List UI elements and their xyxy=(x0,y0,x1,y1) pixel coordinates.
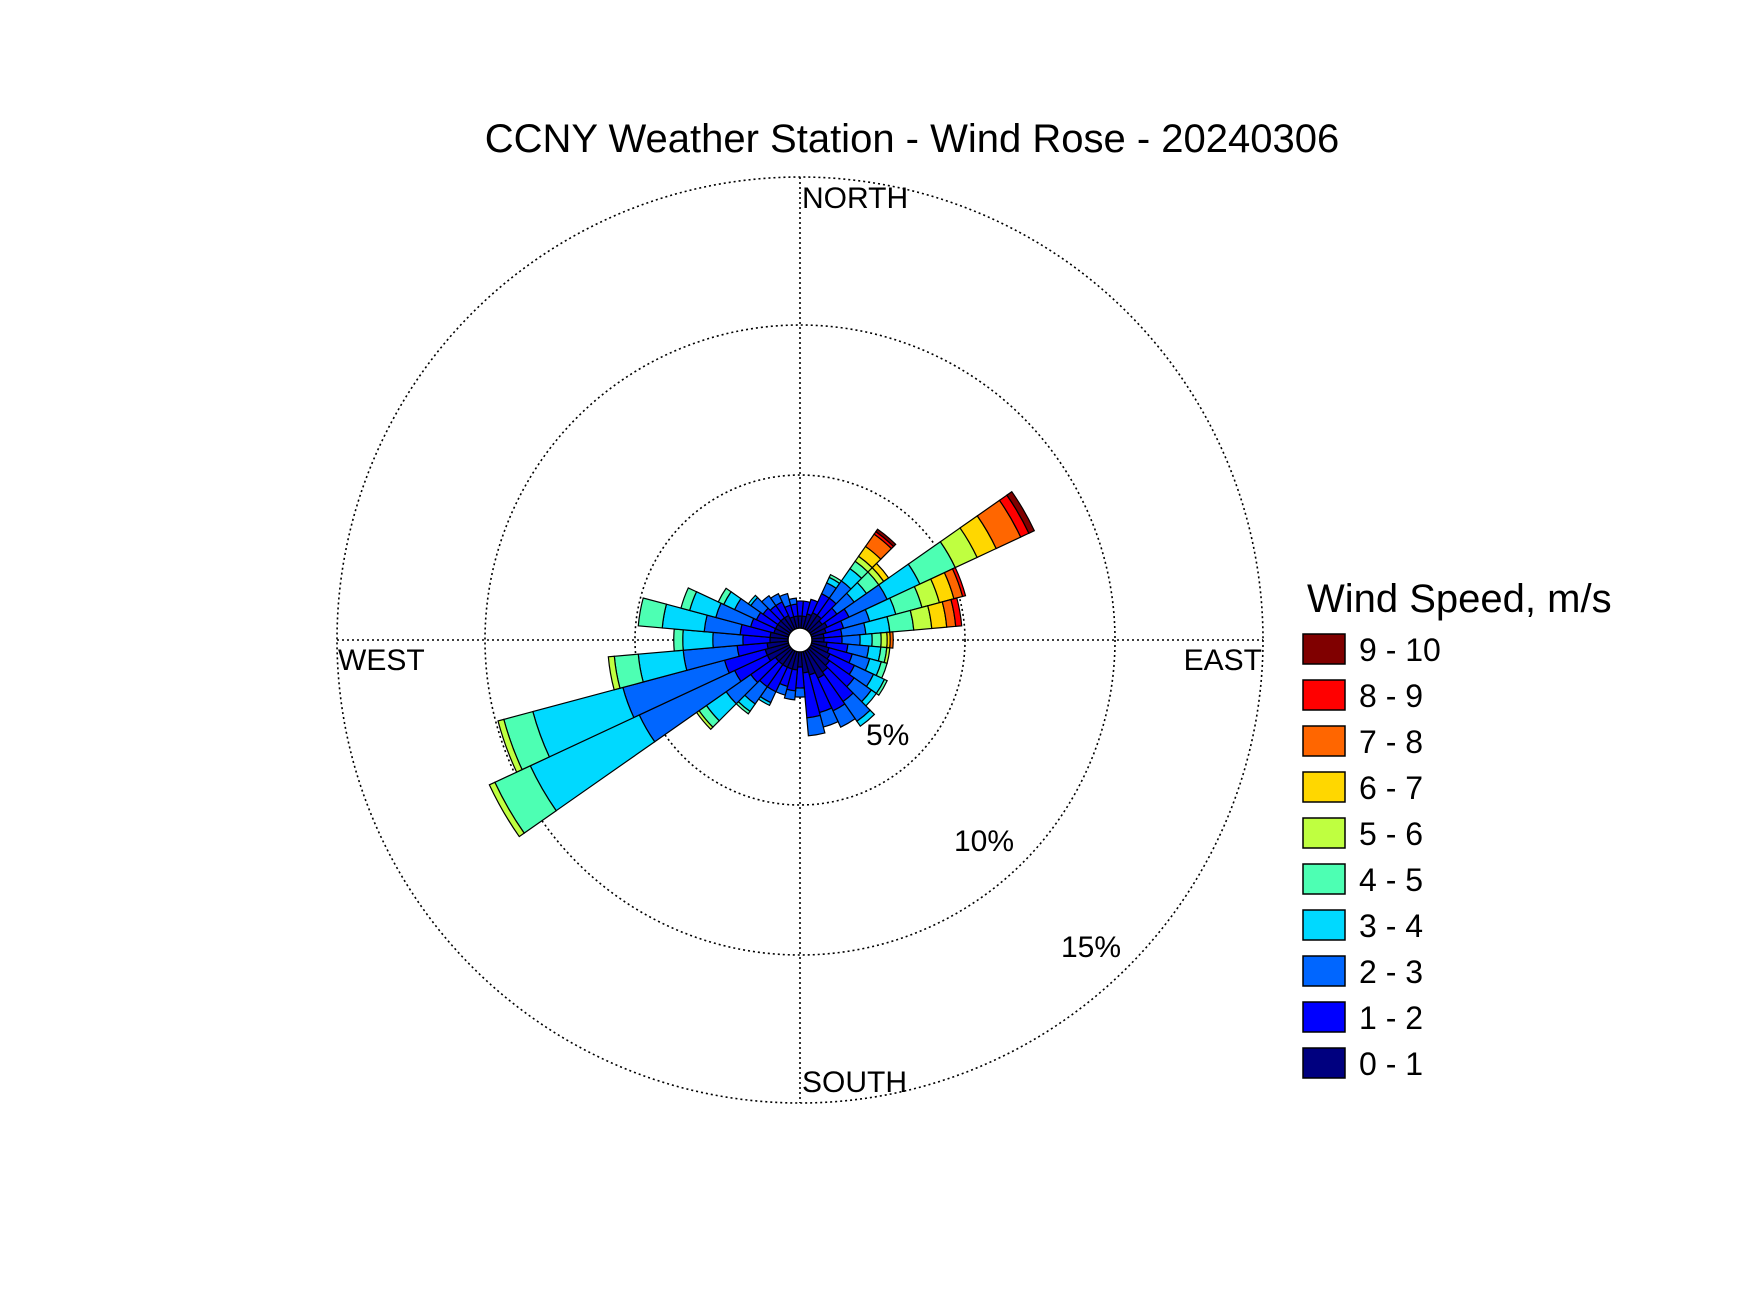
legend: Wind Speed, m/s 9 - 10 8 - 9 7 - 8 6 - 7 5 -… xyxy=(1302,577,1612,1082)
sector-120-segment-4-5 xyxy=(875,678,888,697)
sector-40-segment-9-10 xyxy=(875,528,897,548)
ring-10 xyxy=(484,324,1116,956)
legend-label-5-6: 5 - 6 xyxy=(1359,816,1423,852)
sector-90-segment-5-6 xyxy=(880,631,888,649)
sector-340-segment-2-3 xyxy=(778,592,792,609)
legend-swatch-2-3 xyxy=(1302,955,1346,987)
ring-label-10: 10% xyxy=(954,825,1014,858)
legend-label-3-4: 3 - 4 xyxy=(1359,908,1423,944)
legend-swatch-7-8 xyxy=(1302,725,1346,757)
label-west: WEST xyxy=(338,644,425,677)
legend-swatch-9-10 xyxy=(1302,633,1346,665)
center-hole xyxy=(787,627,813,653)
sector-310-segment-3-4 xyxy=(747,594,759,607)
legend-title: Wind Speed, m/s xyxy=(1307,577,1612,621)
ring-label-15: 15% xyxy=(1061,931,1121,964)
legend-swatch-3-4 xyxy=(1302,909,1346,941)
label-south: SOUTH xyxy=(802,1066,907,1099)
legend-label-2-3: 2 - 3 xyxy=(1359,954,1423,990)
legend-swatch-0-1 xyxy=(1302,1047,1346,1079)
legend-label-9-10: 9 - 10 xyxy=(1359,632,1441,668)
sector-60-segment-9-10 xyxy=(1006,490,1036,535)
legend-label-7-8: 7 - 8 xyxy=(1359,724,1423,760)
ring-label-5: 5% xyxy=(866,719,909,752)
legend-swatch-6-7 xyxy=(1302,771,1346,803)
sector-90-segment-3-4 xyxy=(859,633,873,647)
sector-90-segment-4-5 xyxy=(871,632,882,648)
legend-label-6-7: 6 - 7 xyxy=(1359,770,1423,806)
legend-label-1-2: 1 - 2 xyxy=(1359,1000,1423,1036)
sector-300-segment-4-5 xyxy=(717,587,732,606)
sector-140-segment-3-4 xyxy=(856,709,876,728)
legend-swatch-5-6 xyxy=(1302,817,1346,849)
legend-swatch-8-9 xyxy=(1302,679,1346,711)
sector-240-segment-5-6 xyxy=(488,781,526,838)
sector-260-segment-5-6 xyxy=(607,655,621,691)
sector-250-segment-5-6 xyxy=(497,718,523,773)
sector-190-segment-2-3 xyxy=(783,688,797,701)
legend-label-0-1: 0 - 1 xyxy=(1359,1046,1423,1082)
sector-80-segment-8-9 xyxy=(950,597,963,628)
sector-290-segment-4-5 xyxy=(680,587,698,612)
sector-180-segment-2-3 xyxy=(794,687,806,698)
sector-bars xyxy=(488,490,1036,838)
sector-90-segment-7-8 xyxy=(889,631,894,649)
label-east: EAST xyxy=(1184,644,1262,677)
legend-swatch-4-5 xyxy=(1302,863,1346,895)
legend-swatch-1-2 xyxy=(1302,1001,1346,1033)
sector-70-segment-8-9 xyxy=(951,566,967,598)
label-north: NORTH xyxy=(802,182,908,215)
sector-270-segment-4-5 xyxy=(673,628,684,652)
ring-5 xyxy=(634,474,966,806)
legend-label-8-9: 8 - 9 xyxy=(1359,678,1423,714)
sector-350-segment-2-3 xyxy=(788,597,798,606)
legend-label-4-5: 4 - 5 xyxy=(1359,862,1423,898)
sector-270-segment-3-4 xyxy=(682,629,714,651)
chart-title: CCNY Weather Station - Wind Rose - 20240… xyxy=(485,117,1340,161)
polar-grid xyxy=(336,176,1264,1104)
sector-320-segment-2-3 xyxy=(760,594,777,612)
sector-280-segment-4-5 xyxy=(637,597,668,629)
sector-170-segment-2-3 xyxy=(806,714,826,737)
